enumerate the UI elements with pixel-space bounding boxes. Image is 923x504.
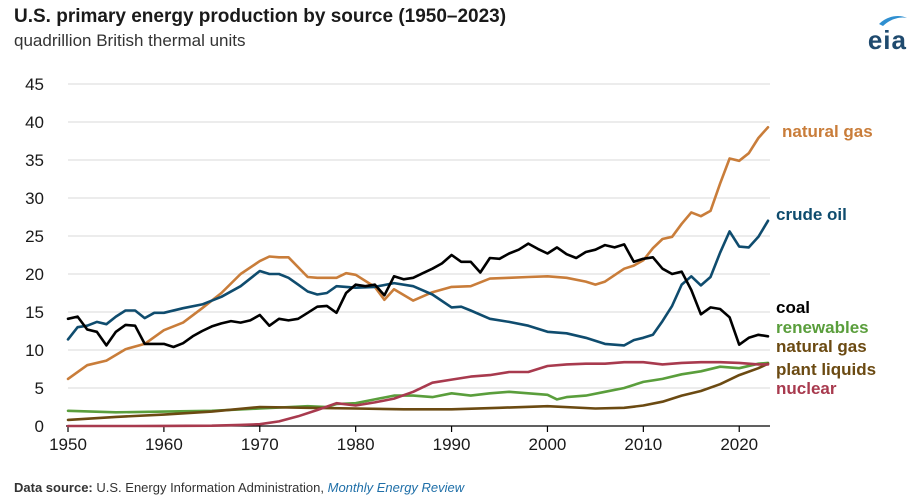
- series-line-renewables: [66, 361, 770, 414]
- x-tick-label: 1950: [49, 435, 87, 454]
- series-label: natural gas: [776, 337, 867, 356]
- y-tick-label: 20: [25, 265, 44, 284]
- series-label: plant liquids: [776, 360, 876, 379]
- y-tick-label: 0: [35, 417, 44, 436]
- series-line-natural-gas: [66, 126, 770, 381]
- x-tick-label: 1990: [433, 435, 471, 454]
- series-label: renewables: [776, 318, 869, 337]
- y-tick-label: 25: [25, 227, 44, 246]
- x-tick-label: 2010: [624, 435, 662, 454]
- y-tick-label: 5: [35, 379, 44, 398]
- logo-text: eia: [867, 25, 907, 55]
- series-line-natural-gas-plant-liquids: [66, 362, 770, 422]
- logo-swoosh-icon: [879, 16, 907, 26]
- x-tick-label: 1980: [337, 435, 375, 454]
- y-tick-label: 35: [25, 151, 44, 170]
- series-line-nuclear: [66, 360, 770, 428]
- source-text: U.S. Energy Information Administration,: [96, 480, 324, 495]
- x-tick-label: 2020: [720, 435, 758, 454]
- series-label: natural gas: [782, 122, 873, 141]
- series-label: coal: [776, 298, 810, 317]
- x-tick-label: 2000: [529, 435, 567, 454]
- data-source: Data source: U.S. Energy Information Adm…: [14, 480, 464, 495]
- y-tick-label: 40: [25, 113, 44, 132]
- publication-link[interactable]: Monthly Energy Review: [327, 480, 465, 495]
- x-tick-label: 1970: [241, 435, 279, 454]
- chart-subtitle: quadrillion British thermal units: [14, 31, 246, 50]
- series-line-coal: [66, 242, 770, 349]
- y-tick-label: 30: [25, 189, 44, 208]
- y-tick-label: 10: [25, 341, 44, 360]
- series-line-crude-oil: [66, 219, 770, 347]
- y-tick-label: 45: [25, 75, 44, 94]
- y-tick-label: 15: [25, 303, 44, 322]
- series-label: nuclear: [776, 379, 837, 398]
- series-label: crude oil: [776, 205, 847, 224]
- x-tick-label: 1960: [145, 435, 183, 454]
- line-chart: 0 5 10 15 20 25 30 35 40 45 1950 1960 1970 1980 1990 20…: [25, 75, 876, 454]
- source-label: Data source:: [14, 480, 93, 495]
- chart-title: U.S. primary energy production by source…: [14, 6, 507, 27]
- eia-logo: eia: [849, 10, 909, 60]
